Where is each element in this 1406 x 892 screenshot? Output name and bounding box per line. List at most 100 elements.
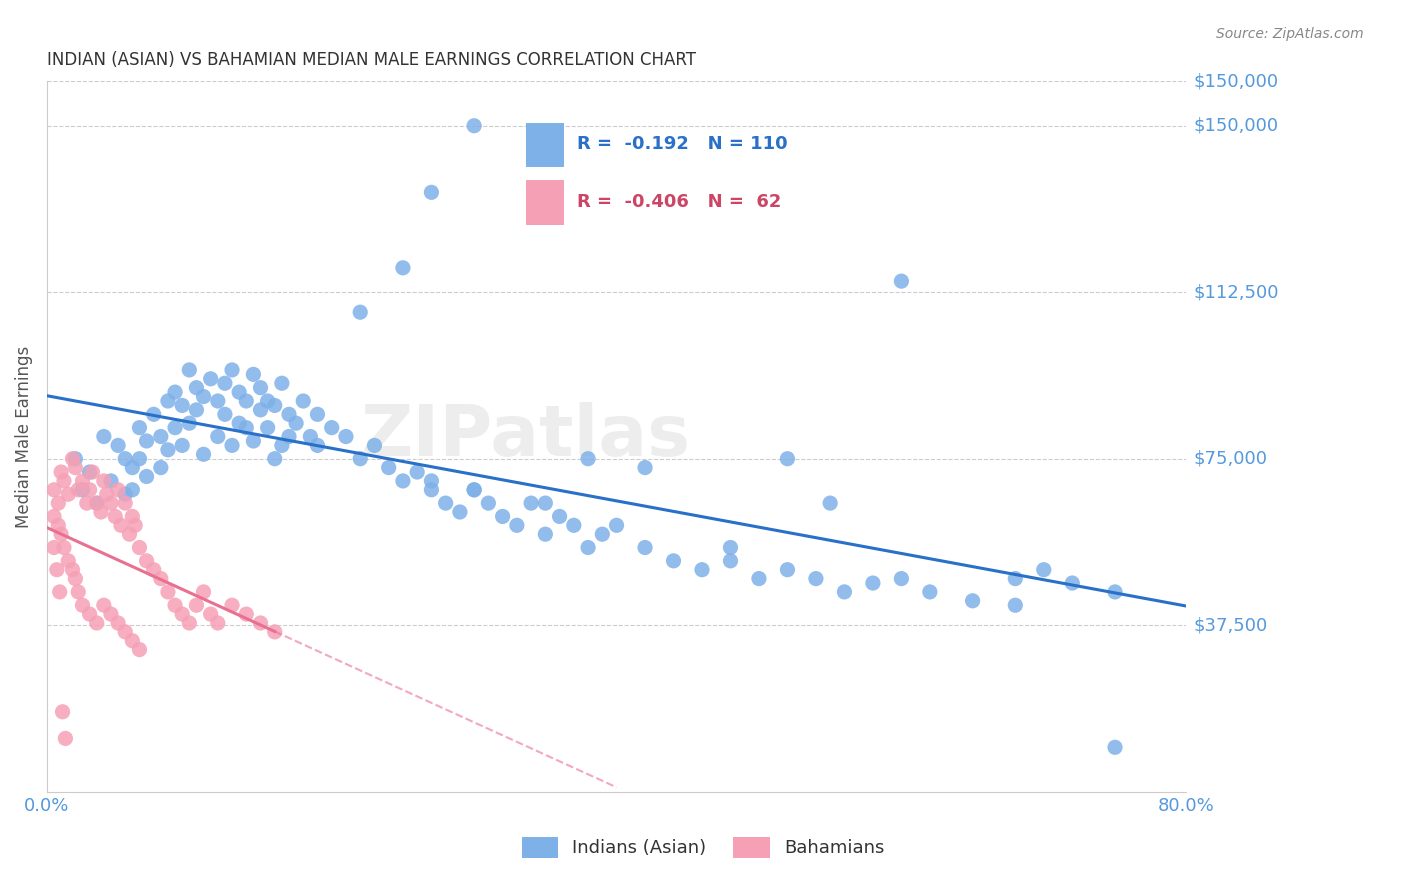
Point (114, 451, 136, 466)
Point (156, 394, 179, 409)
Point (406, 465, 429, 479)
Point (349, 451, 371, 466)
Point (221, 363, 243, 377)
Point (307, 407, 329, 421)
Point (576, 451, 599, 466)
Point (270, 376, 292, 391)
Point (349, 305, 371, 319)
Point (65, 460, 87, 475)
Point (76, 496, 98, 510)
Point (249, 403, 271, 417)
Point (186, 381, 208, 395)
Point (235, 607, 257, 621)
Point (90, 505, 112, 519)
Point (156, 442, 179, 457)
Point (463, 483, 485, 497)
Point (48, 585, 70, 599)
Point (591, 527, 613, 541)
Point (321, 420, 343, 434)
Point (107, 615, 129, 630)
Point (214, 407, 236, 421)
Point (142, 407, 165, 421)
Point (72, 599, 94, 613)
Point (62, 451, 84, 466)
Point (135, 469, 157, 483)
Point (96, 487, 118, 501)
Point (86, 496, 108, 510)
Point (72, 483, 94, 497)
Point (335, 429, 357, 443)
Point (207, 615, 229, 630)
Point (53, 474, 76, 488)
Point (165, 385, 187, 400)
Point (776, 563, 799, 577)
Point (534, 527, 557, 541)
Point (392, 474, 415, 488)
Point (278, 407, 301, 421)
Point (93, 599, 115, 613)
Point (107, 483, 129, 497)
Point (720, 554, 742, 568)
Point (65, 451, 87, 466)
Point (179, 363, 201, 377)
Point (149, 429, 172, 443)
Point (107, 438, 129, 452)
Point (82, 465, 104, 479)
Point (121, 509, 143, 524)
Point (142, 563, 165, 577)
Point (962, 594, 984, 608)
Point (221, 599, 243, 613)
Point (242, 434, 264, 448)
Point (363, 438, 385, 452)
Point (186, 403, 208, 417)
Point (576, 541, 599, 555)
Text: ZIPatlas: ZIPatlas (360, 402, 690, 471)
Point (165, 420, 187, 434)
Point (606, 518, 628, 533)
Point (179, 416, 201, 430)
Point (776, 451, 799, 466)
Point (256, 394, 278, 409)
Point (42, 541, 65, 555)
Point (121, 460, 143, 475)
Legend: Indians (Asian), Bahamians: Indians (Asian), Bahamians (515, 830, 891, 865)
Point (818, 496, 841, 510)
Point (62, 563, 84, 577)
Point (862, 576, 884, 591)
Point (100, 474, 122, 488)
Point (128, 420, 150, 434)
Point (58, 554, 80, 568)
Point (193, 585, 215, 599)
Point (463, 483, 485, 497)
Point (86, 496, 108, 510)
Text: Source: ZipAtlas.com: Source: ZipAtlas.com (1216, 27, 1364, 41)
Point (128, 642, 150, 657)
Point (890, 274, 912, 288)
Point (114, 624, 136, 639)
Point (79, 465, 101, 479)
Point (1032, 563, 1054, 577)
Point (100, 607, 122, 621)
Point (634, 541, 657, 555)
Point (285, 416, 308, 430)
Point (46, 518, 69, 533)
Point (165, 599, 187, 613)
Point (263, 451, 285, 466)
Point (200, 372, 222, 386)
Point (249, 381, 271, 395)
Point (46, 496, 69, 510)
Text: $150,000: $150,000 (1194, 117, 1278, 135)
Point (49, 527, 72, 541)
Point (834, 585, 856, 599)
Point (121, 483, 143, 497)
Point (135, 434, 157, 448)
Point (55, 731, 77, 746)
Point (1004, 572, 1026, 586)
Point (67, 585, 90, 599)
Point (1004, 599, 1026, 613)
Point (128, 541, 150, 555)
Point (278, 429, 301, 443)
Point (114, 487, 136, 501)
Point (186, 599, 208, 613)
Point (506, 518, 529, 533)
